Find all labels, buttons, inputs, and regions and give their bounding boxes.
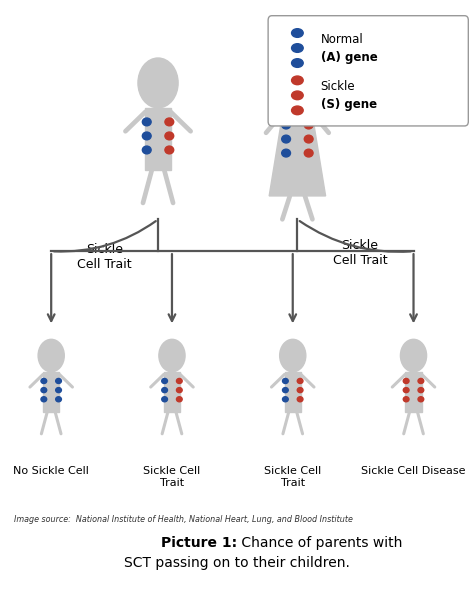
Ellipse shape	[142, 146, 151, 154]
Ellipse shape	[418, 397, 424, 402]
Ellipse shape	[162, 397, 167, 402]
Polygon shape	[269, 108, 326, 196]
Text: Sickle Cell
Trait: Sickle Cell Trait	[264, 466, 321, 488]
Polygon shape	[284, 372, 301, 412]
Ellipse shape	[142, 118, 151, 126]
Ellipse shape	[165, 132, 173, 140]
Ellipse shape	[297, 397, 303, 402]
Ellipse shape	[283, 378, 288, 383]
Ellipse shape	[297, 388, 303, 393]
Ellipse shape	[176, 397, 182, 402]
Ellipse shape	[403, 388, 409, 393]
Text: (A) gene: (A) gene	[320, 51, 377, 64]
Ellipse shape	[55, 397, 62, 402]
Ellipse shape	[176, 378, 182, 383]
Text: Normal: Normal	[320, 33, 364, 46]
Ellipse shape	[162, 388, 167, 393]
Ellipse shape	[292, 76, 303, 85]
Text: Picture 1:: Picture 1:	[161, 536, 237, 550]
Circle shape	[38, 339, 64, 372]
Circle shape	[277, 58, 318, 108]
FancyBboxPatch shape	[268, 16, 468, 126]
Text: Image source:  National Institute of Health, National Heart, Lung, and Blood Ins: Image source: National Institute of Heal…	[14, 515, 353, 524]
Ellipse shape	[41, 397, 47, 402]
Ellipse shape	[282, 149, 291, 157]
Text: Sickle
Cell Trait: Sickle Cell Trait	[333, 239, 387, 266]
Circle shape	[159, 339, 185, 372]
Ellipse shape	[282, 121, 291, 129]
Text: Sickle Cell Disease: Sickle Cell Disease	[361, 466, 466, 476]
Ellipse shape	[418, 378, 424, 383]
Text: Chance of parents with: Chance of parents with	[237, 536, 402, 550]
Ellipse shape	[162, 378, 167, 383]
Ellipse shape	[403, 378, 409, 383]
Ellipse shape	[297, 378, 303, 383]
Ellipse shape	[304, 121, 313, 129]
Polygon shape	[43, 372, 59, 412]
Ellipse shape	[304, 149, 313, 157]
Ellipse shape	[283, 388, 288, 393]
Text: No Sickle Cell: No Sickle Cell	[13, 466, 89, 476]
Ellipse shape	[41, 388, 47, 393]
Text: Sickle: Sickle	[320, 80, 355, 93]
Polygon shape	[405, 372, 422, 412]
Ellipse shape	[292, 106, 303, 115]
Ellipse shape	[403, 397, 409, 402]
Ellipse shape	[292, 44, 303, 52]
Ellipse shape	[292, 59, 303, 67]
Ellipse shape	[176, 388, 182, 393]
Ellipse shape	[304, 135, 313, 143]
Polygon shape	[146, 108, 171, 170]
Ellipse shape	[55, 378, 62, 383]
Text: Sickle
Cell Trait: Sickle Cell Trait	[77, 243, 132, 270]
Ellipse shape	[165, 146, 173, 154]
Polygon shape	[164, 372, 180, 412]
Text: SCT passing on to their children.: SCT passing on to their children.	[124, 556, 350, 570]
Ellipse shape	[283, 397, 288, 402]
Text: (S) gene: (S) gene	[320, 98, 377, 111]
Ellipse shape	[282, 135, 291, 143]
Circle shape	[401, 339, 427, 372]
Ellipse shape	[142, 132, 151, 140]
Circle shape	[138, 58, 178, 108]
Text: Sickle Cell
Trait: Sickle Cell Trait	[143, 466, 201, 488]
Ellipse shape	[41, 378, 47, 383]
Ellipse shape	[292, 29, 303, 37]
Ellipse shape	[292, 91, 303, 100]
Ellipse shape	[165, 118, 173, 126]
Circle shape	[280, 339, 306, 372]
Ellipse shape	[55, 388, 62, 393]
Ellipse shape	[418, 388, 424, 393]
